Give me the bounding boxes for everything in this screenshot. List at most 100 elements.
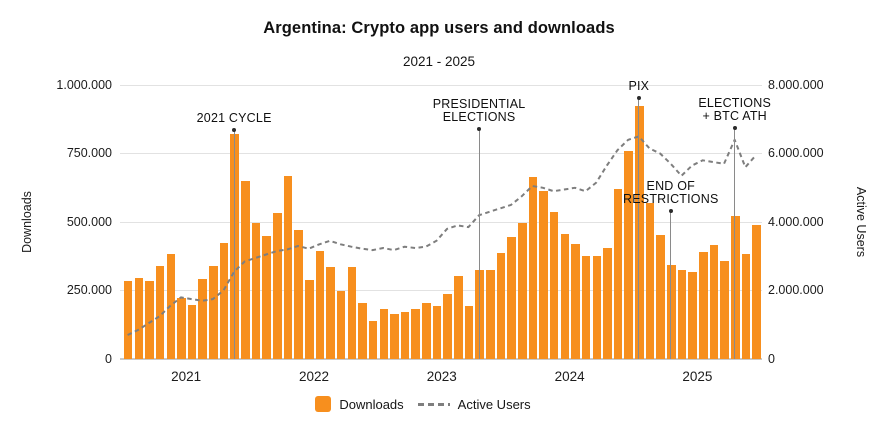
year-label: 2024 bbox=[554, 369, 585, 384]
bar bbox=[187, 305, 197, 359]
legend-downloads-label: Downloads bbox=[339, 396, 404, 412]
downloads-swatch-icon bbox=[315, 396, 332, 412]
annotation-line bbox=[670, 211, 672, 359]
bar bbox=[592, 256, 602, 359]
right-tick-label: 6.000.000 bbox=[768, 146, 824, 160]
year-label: 2025 bbox=[682, 369, 713, 384]
grid-line bbox=[120, 84, 762, 86]
left-tick-label: 1.000.000 bbox=[56, 77, 112, 92]
chart-subtitle: 2021 - 2025 bbox=[402, 54, 476, 69]
right-tick-label: 2.000.000 bbox=[768, 283, 824, 297]
bar bbox=[134, 278, 144, 359]
bar bbox=[603, 248, 612, 359]
bar bbox=[262, 236, 271, 359]
bar bbox=[326, 266, 335, 359]
bar bbox=[486, 269, 495, 359]
bar bbox=[155, 266, 165, 359]
bar bbox=[645, 203, 655, 359]
bar bbox=[166, 254, 176, 359]
left-tick-label: 250.000 bbox=[66, 283, 112, 297]
legend: Downloads Active Users bbox=[99, 396, 747, 412]
bar bbox=[454, 275, 463, 359]
legend-active-users-label: Active Users bbox=[457, 396, 531, 412]
bar bbox=[294, 230, 303, 359]
annotation-line bbox=[233, 130, 235, 359]
bar bbox=[539, 191, 548, 359]
bar bbox=[336, 290, 346, 359]
bar bbox=[368, 321, 378, 359]
bar bbox=[560, 233, 570, 359]
annotation-label: ELECTIONS + BTC ATH bbox=[698, 96, 771, 123]
year-label: 2021 bbox=[171, 369, 202, 384]
left-tick-label: 750.000 bbox=[66, 146, 112, 160]
annotation-label: END OF RESTRICTIONS bbox=[623, 179, 719, 206]
bar bbox=[528, 177, 538, 359]
annotation-label: 2021 CYCLE bbox=[196, 111, 272, 125]
bar bbox=[390, 313, 399, 359]
bar bbox=[347, 266, 357, 359]
annotation-line bbox=[734, 128, 736, 359]
grid-line bbox=[120, 153, 762, 154]
bar bbox=[571, 244, 580, 359]
bar bbox=[635, 105, 644, 359]
bar bbox=[358, 302, 367, 359]
right-tick-label: 4.000.000 bbox=[768, 214, 824, 229]
left-tick-label: 500.000 bbox=[66, 214, 112, 229]
grid-line bbox=[120, 221, 762, 223]
annotation-line bbox=[638, 98, 640, 359]
bar bbox=[720, 261, 729, 359]
bar bbox=[422, 302, 431, 359]
annotation-label: PRESIDENTIAL ELECTIONS bbox=[432, 97, 526, 124]
bar bbox=[741, 254, 751, 359]
bar bbox=[517, 222, 527, 359]
annotation-line bbox=[478, 129, 480, 359]
bar bbox=[230, 134, 239, 359]
grid-line bbox=[120, 358, 762, 360]
annotation-label: PIX bbox=[628, 79, 650, 93]
annotation-dot bbox=[636, 96, 641, 100]
bar bbox=[699, 252, 708, 359]
annotation-dot bbox=[477, 127, 482, 131]
bar bbox=[177, 297, 186, 359]
bar bbox=[613, 189, 623, 359]
bar bbox=[677, 269, 687, 359]
active-users-dash-icon bbox=[417, 402, 450, 406]
annotation-dot bbox=[232, 128, 237, 132]
bar bbox=[411, 309, 421, 359]
bar bbox=[656, 235, 665, 359]
bar bbox=[123, 281, 133, 359]
bar bbox=[688, 272, 697, 359]
right-tick-label: 0 bbox=[768, 351, 775, 366]
bar bbox=[475, 269, 484, 359]
year-label: 2023 bbox=[426, 369, 457, 384]
legend-item-downloads: Downloads bbox=[315, 396, 404, 412]
bar bbox=[283, 176, 293, 359]
bar bbox=[315, 251, 325, 359]
legend-item-active-users: Active Users bbox=[417, 396, 531, 412]
bar bbox=[379, 309, 389, 359]
right-tick-label: 8.000.000 bbox=[768, 77, 824, 92]
bar bbox=[145, 281, 154, 359]
bar bbox=[209, 266, 218, 359]
left-tick-label: 0 bbox=[105, 351, 112, 366]
bar bbox=[667, 265, 676, 359]
bar bbox=[198, 278, 208, 359]
bar bbox=[464, 306, 474, 359]
chart-title: Argentina: Crypto app users and download… bbox=[263, 19, 615, 37]
annotation-dot bbox=[668, 209, 673, 213]
bar bbox=[241, 180, 250, 359]
bar bbox=[273, 212, 282, 359]
annotation-dot bbox=[732, 126, 737, 130]
bar bbox=[709, 244, 719, 359]
year-label: 2022 bbox=[298, 369, 330, 384]
bar bbox=[251, 222, 261, 359]
bar bbox=[549, 212, 559, 359]
bar bbox=[432, 305, 442, 359]
bar bbox=[443, 294, 452, 359]
bar bbox=[400, 312, 410, 359]
bar bbox=[752, 224, 761, 359]
bar bbox=[507, 236, 516, 359]
bar bbox=[304, 279, 314, 359]
